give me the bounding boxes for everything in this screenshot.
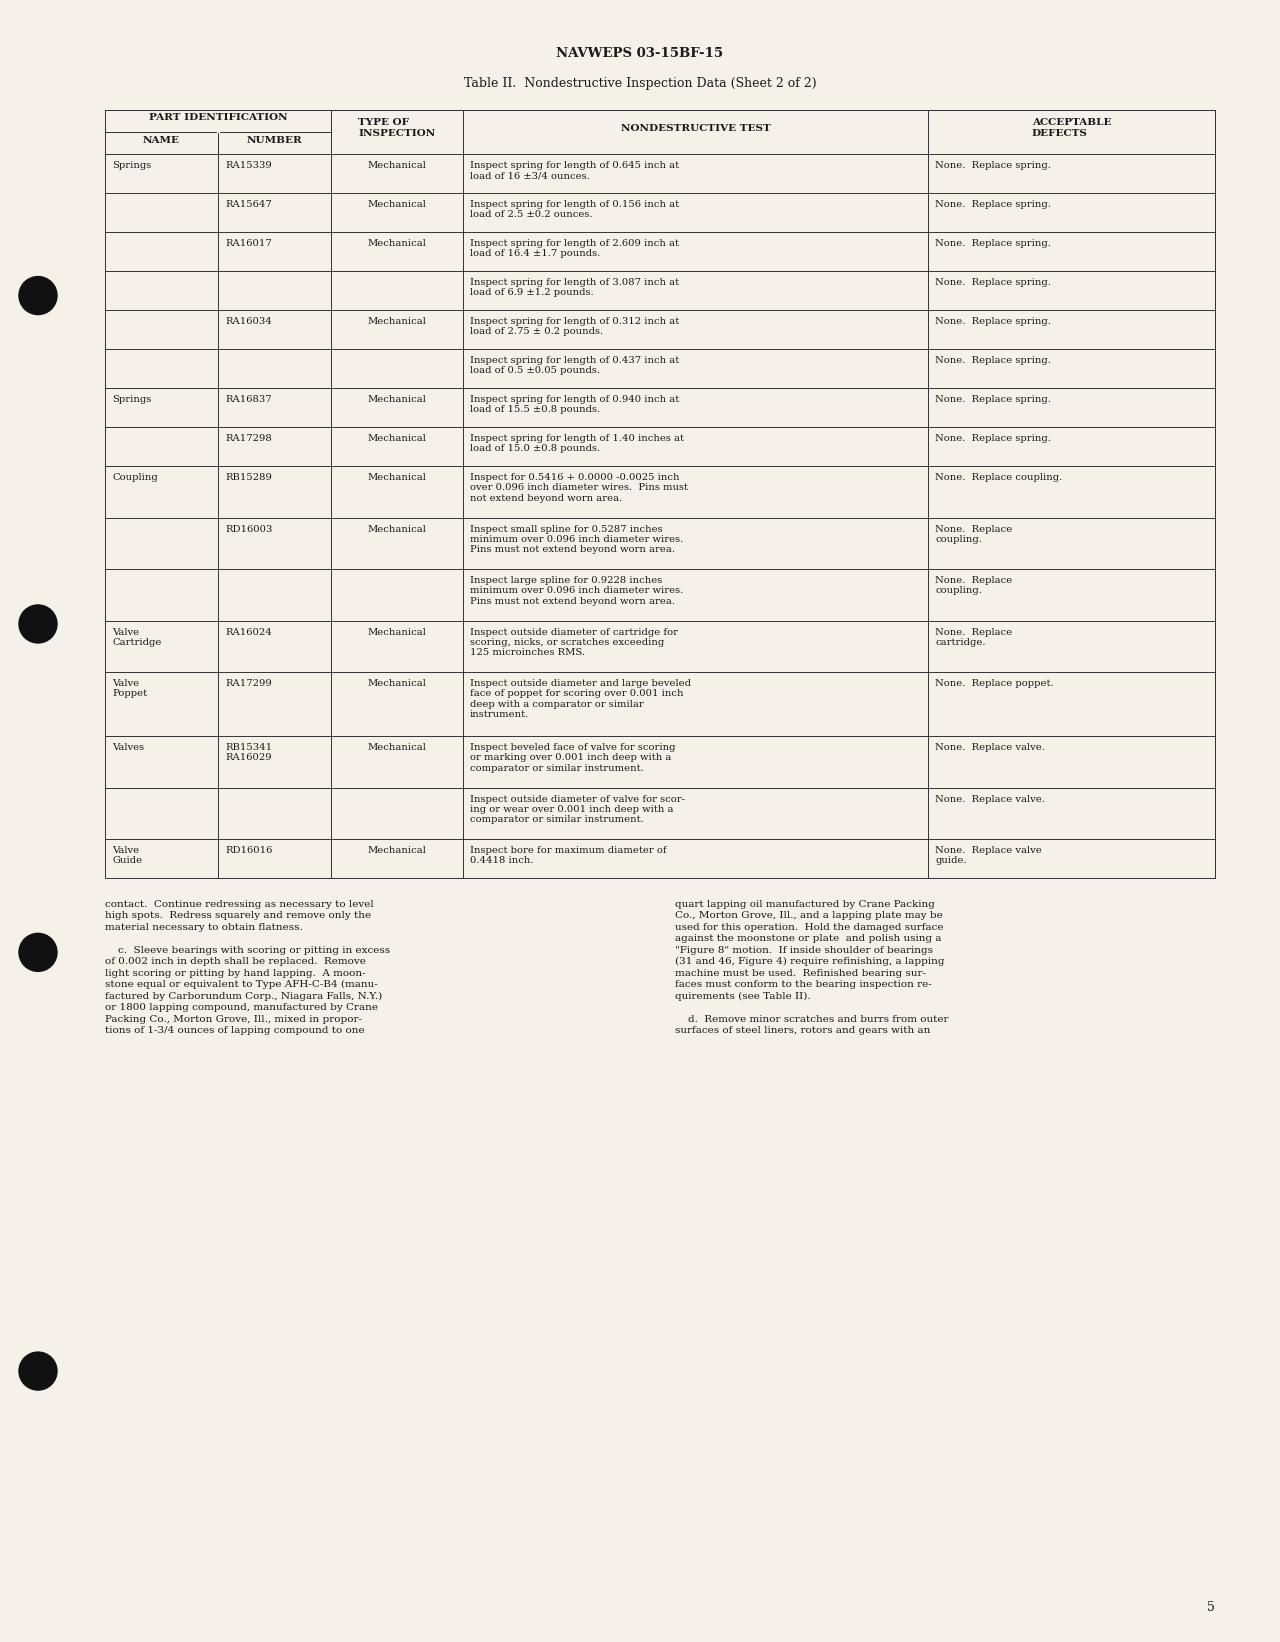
Text: Inspect beveled face of valve for scoring
or marking over 0.001 inch deep with a: Inspect beveled face of valve for scorin… [470,742,676,773]
Text: None.  Replace coupling.: None. Replace coupling. [934,473,1062,483]
Text: Inspect spring for length of 0.645 inch at
load of 16 ±3/4 ounces.: Inspect spring for length of 0.645 inch … [470,161,680,181]
Text: RB15341
RA16029: RB15341 RA16029 [225,742,273,762]
Text: None.  Replace spring.: None. Replace spring. [934,277,1051,287]
Text: TYPE OF
INSPECTION: TYPE OF INSPECTION [358,118,435,138]
Text: Mechanical: Mechanical [367,473,426,483]
Text: Inspect outside diameter of cartridge for
scoring, nicks, or scratches exceeding: Inspect outside diameter of cartridge fo… [470,627,678,657]
Text: Inspect spring for length of 0.437 inch at
load of 0.5 ±0.05 pounds.: Inspect spring for length of 0.437 inch … [470,356,680,376]
Text: Springs: Springs [113,161,151,171]
Text: Inspect spring for length of 2.609 inch at
load of 16.4 ±1.7 pounds.: Inspect spring for length of 2.609 inch … [470,240,678,258]
Text: Inspect for 0.5416 + 0.0000 -0.0025 inch
over 0.096 inch diameter wires.  Pins m: Inspect for 0.5416 + 0.0000 -0.0025 inch… [470,473,689,502]
Text: Mechanical: Mechanical [367,433,426,443]
Text: NAVWEPS 03-15BF-15: NAVWEPS 03-15BF-15 [557,48,723,61]
Text: Valve
Poppet: Valve Poppet [113,680,147,698]
Bar [105,110,1215,878]
Text: Inspect spring for length of 3.087 inch at
load of 6.9 ±1.2 pounds.: Inspect spring for length of 3.087 inch … [470,277,680,297]
Text: PART IDENTIFICATION: PART IDENTIFICATION [148,113,287,122]
Text: Valve
Cartridge: Valve Cartridge [113,627,161,647]
Circle shape [19,604,58,644]
Text: None.  Replace spring.: None. Replace spring. [934,317,1051,327]
Text: Mechanical: Mechanical [367,680,426,688]
Text: Inspect small spline for 0.5287 inches
minimum over 0.096 inch diameter wires.
P: Inspect small spline for 0.5287 inches m… [470,524,684,555]
Text: None.  Replace
coupling.: None. Replace coupling. [934,576,1012,596]
Text: RD16003: RD16003 [225,524,273,534]
Text: contact.  Continue redressing as necessary to level
high spots.  Redress squarel: contact. Continue redressing as necessar… [105,900,390,1036]
Text: 5: 5 [1207,1601,1215,1614]
Text: None.  Replace spring.: None. Replace spring. [934,433,1051,443]
Text: None.  Replace valve.: None. Replace valve. [934,795,1044,803]
Text: RB15289: RB15289 [225,473,271,483]
Text: Coupling: Coupling [113,473,157,483]
Text: None.  Replace spring.: None. Replace spring. [934,396,1051,404]
Text: RA16034: RA16034 [225,317,271,327]
Text: Table II.  Nondestructive Inspection Data (Sheet 2 of 2): Table II. Nondestructive Inspection Data… [463,77,817,90]
Text: quart lapping oil manufactured by Crane Packing
Co., Morton Grove, Ill., and a l: quart lapping oil manufactured by Crane … [675,900,948,1036]
Text: NONDESTRUCTIVE TEST: NONDESTRUCTIVE TEST [621,123,771,133]
Text: Inspect spring for length of 1.40 inches at
load of 15.0 ±0.8 pounds.: Inspect spring for length of 1.40 inches… [470,433,684,453]
Text: Mechanical: Mechanical [367,524,426,534]
Text: None.  Replace spring.: None. Replace spring. [934,240,1051,248]
Text: Inspect outside diameter of valve for scor-
ing or wear over 0.001 inch deep wit: Inspect outside diameter of valve for sc… [470,795,685,824]
Text: Mechanical: Mechanical [367,396,426,404]
Text: None.  Replace poppet.: None. Replace poppet. [934,680,1053,688]
Text: None.  Replace spring.: None. Replace spring. [934,161,1051,171]
Text: RA17298: RA17298 [225,433,271,443]
Circle shape [19,1351,58,1391]
Text: Inspect spring for length of 0.940 inch at
load of 15.5 ±0.8 pounds.: Inspect spring for length of 0.940 inch … [470,396,680,414]
Text: Mechanical: Mechanical [367,200,426,209]
Text: Inspect spring for length of 0.312 inch at
load of 2.75 ± 0.2 pounds.: Inspect spring for length of 0.312 inch … [470,317,680,337]
Text: RA15339: RA15339 [225,161,271,171]
Text: Inspect large spline for 0.9228 inches
minimum over 0.096 inch diameter wires.
P: Inspect large spline for 0.9228 inches m… [470,576,684,606]
Text: Mechanical: Mechanical [367,240,426,248]
Text: ACCEPTABLE
DEFECTS: ACCEPTABLE DEFECTS [1032,118,1111,138]
Text: RA16837: RA16837 [225,396,271,404]
Text: None.  Replace
coupling.: None. Replace coupling. [934,524,1012,544]
Text: None.  Replace valve
guide.: None. Replace valve guide. [934,846,1042,865]
Text: RA16024: RA16024 [225,627,271,637]
Text: Valves: Valves [113,742,145,752]
Text: Inspect spring for length of 0.156 inch at
load of 2.5 ±0.2 ounces.: Inspect spring for length of 0.156 inch … [470,200,680,220]
Text: RD16016: RD16016 [225,846,273,855]
Text: None.  Replace
cartridge.: None. Replace cartridge. [934,627,1012,647]
Text: RA16017: RA16017 [225,240,271,248]
Text: Mechanical: Mechanical [367,161,426,171]
Text: Valve
Guide: Valve Guide [113,846,142,865]
Text: None.  Replace spring.: None. Replace spring. [934,200,1051,209]
Circle shape [19,933,58,972]
Text: NAME: NAME [143,136,180,144]
Text: NUMBER: NUMBER [247,136,302,144]
Text: Mechanical: Mechanical [367,317,426,327]
Text: Mechanical: Mechanical [367,627,426,637]
Circle shape [19,276,58,315]
Text: Mechanical: Mechanical [367,742,426,752]
Text: Mechanical: Mechanical [367,846,426,855]
Text: Inspect bore for maximum diameter of
0.4418 inch.: Inspect bore for maximum diameter of 0.4… [470,846,667,865]
Text: RA15647: RA15647 [225,200,271,209]
Text: Springs: Springs [113,396,151,404]
Text: None.  Replace spring.: None. Replace spring. [934,356,1051,365]
Text: Inspect outside diameter and large beveled
face of poppet for scoring over 0.001: Inspect outside diameter and large bevel… [470,680,691,719]
Text: None.  Replace valve.: None. Replace valve. [934,742,1044,752]
Text: RA17299: RA17299 [225,680,271,688]
